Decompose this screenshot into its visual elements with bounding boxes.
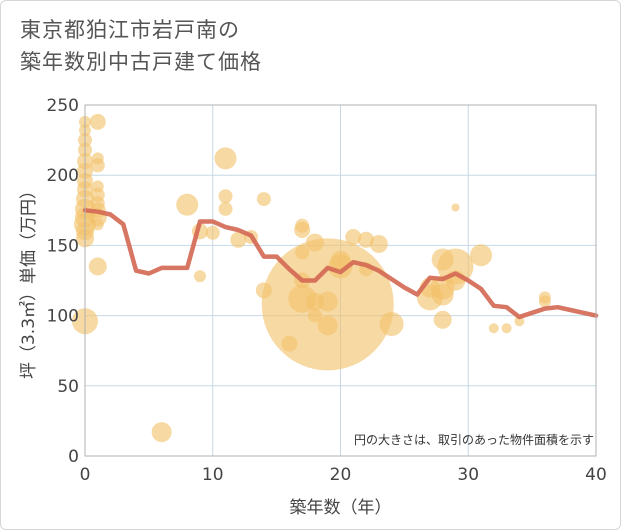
- plot-area-border: [84, 104, 597, 457]
- bubble-point-39: [294, 221, 311, 238]
- x-axis-label: 築年数（年）: [290, 498, 392, 518]
- x-tick-label-0: 0: [80, 465, 91, 485]
- bubble-series: [72, 113, 551, 443]
- trend-series: [82, 208, 599, 320]
- size-note: 円の大きさは、取引のあった物件面積を示す: [354, 432, 594, 447]
- y-tick-label-5: 250: [47, 96, 79, 116]
- bubble-point-70: [538, 295, 551, 308]
- bubble-point-54: [369, 234, 388, 253]
- bubble-point-23: [91, 218, 104, 231]
- bubble-point-26: [176, 193, 199, 216]
- y-tick-label-1: 50: [57, 377, 79, 397]
- bubble-point-17: [90, 158, 105, 173]
- x-axis-ticks: 0 10 20 30 40: [80, 465, 607, 485]
- y-tick-label-3: 150: [47, 236, 79, 256]
- y-axis-label: 坪（3.3㎡）単価（万円）: [19, 182, 39, 379]
- bubble-point-67: [501, 323, 512, 334]
- bubble-point-65: [470, 244, 493, 267]
- bubble-point-68: [514, 316, 525, 327]
- y-tick-label-0: 0: [68, 447, 79, 467]
- x-tick-label-3: 30: [457, 465, 479, 485]
- chart-title: 東京都狛江市岩戸南の 築年数別中古戸建て価格: [20, 14, 262, 78]
- bubble-point-35: [256, 192, 271, 207]
- bubble-point-66: [488, 323, 499, 334]
- bubble-point-15: [89, 113, 106, 130]
- bubble-point-51: [345, 228, 362, 245]
- bubble-point-62: [451, 203, 460, 212]
- trend-line: [82, 208, 599, 320]
- chart-title-line-2: 築年数別中古戸建て価格: [20, 50, 262, 74]
- bubble-point-24: [88, 257, 107, 276]
- x-tick-label-1: 10: [202, 465, 224, 485]
- bubble-point-60: [431, 283, 454, 306]
- bubble-point-55: [379, 312, 404, 337]
- chart-title-line-1: 東京都狛江市岩戸南の: [20, 18, 240, 42]
- x-tick-label-4: 40: [585, 465, 607, 485]
- bubble-point-48: [317, 291, 338, 312]
- y-axis-ticks: 0 50 100 150 200 250: [47, 96, 79, 467]
- bubble-point-61: [433, 310, 452, 329]
- bubble-point-29: [205, 225, 220, 240]
- bubble-point-32: [218, 201, 233, 216]
- bubble-point-27: [193, 270, 206, 283]
- bubble-point-33: [230, 231, 247, 248]
- bubble-point-25: [151, 422, 172, 443]
- bubble-point-30: [214, 147, 237, 170]
- bubble-point-47: [317, 315, 338, 336]
- x-tick-label-2: 20: [330, 465, 352, 485]
- y-tick-label-4: 200: [47, 166, 79, 186]
- bubble-point-31: [218, 189, 233, 204]
- y-tick-label-2: 100: [47, 307, 79, 327]
